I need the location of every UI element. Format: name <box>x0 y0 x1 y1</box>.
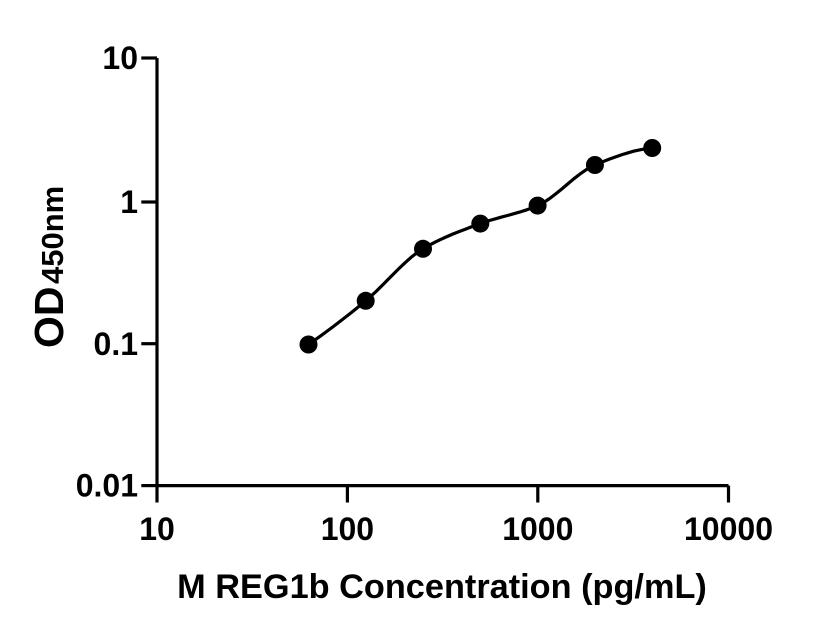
svg-text:1: 1 <box>120 184 138 220</box>
svg-text:450nm: 450nm <box>35 186 70 284</box>
svg-text:10: 10 <box>102 40 138 76</box>
svg-text:10: 10 <box>139 511 175 547</box>
svg-text:10000: 10000 <box>684 511 773 547</box>
svg-text:100: 100 <box>321 511 374 547</box>
svg-text:0.1: 0.1 <box>94 326 138 362</box>
svg-text:1000: 1000 <box>502 511 573 547</box>
svg-text:OD: OD <box>26 287 72 349</box>
svg-text:M REG1b Concentration (pg/mL): M REG1b Concentration (pg/mL) <box>177 568 707 606</box>
svg-text:0.01: 0.01 <box>76 468 138 504</box>
